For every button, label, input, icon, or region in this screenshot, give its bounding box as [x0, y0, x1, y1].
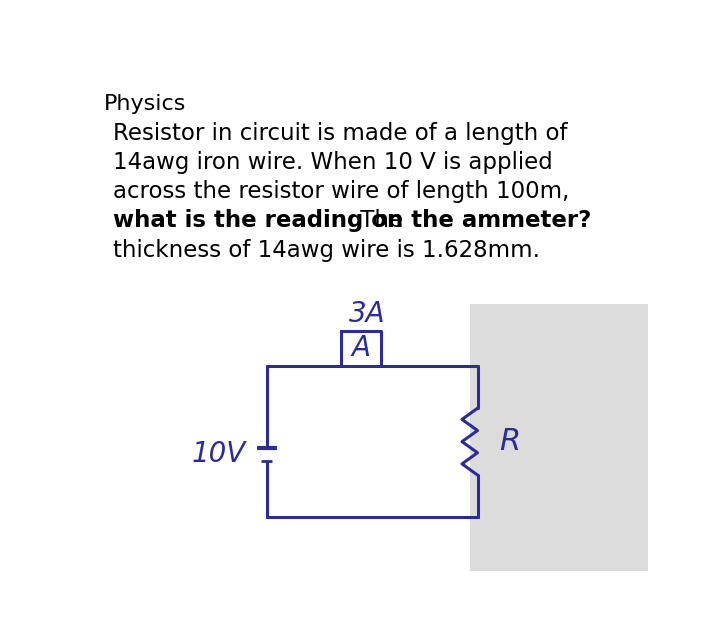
Text: thickness of 14awg wire is 1.628mm.: thickness of 14awg wire is 1.628mm. [113, 239, 540, 262]
Text: 3A: 3A [349, 300, 386, 328]
Text: A: A [352, 334, 371, 363]
Text: The: The [354, 209, 403, 232]
Text: 10V: 10V [192, 440, 246, 469]
Text: 14awg iron wire. When 10 V is applied: 14awg iron wire. When 10 V is applied [113, 151, 553, 174]
Text: Physics: Physics [104, 94, 186, 114]
Text: Resistor in circuit is made of a length of: Resistor in circuit is made of a length … [113, 122, 568, 144]
Bar [469, 304, 648, 571]
Text: R: R [500, 427, 521, 456]
Text: what is the reading on the ammeter?: what is the reading on the ammeter? [113, 209, 592, 232]
Text: across the resistor wire of length 100m,: across the resistor wire of length 100m, [113, 180, 570, 204]
